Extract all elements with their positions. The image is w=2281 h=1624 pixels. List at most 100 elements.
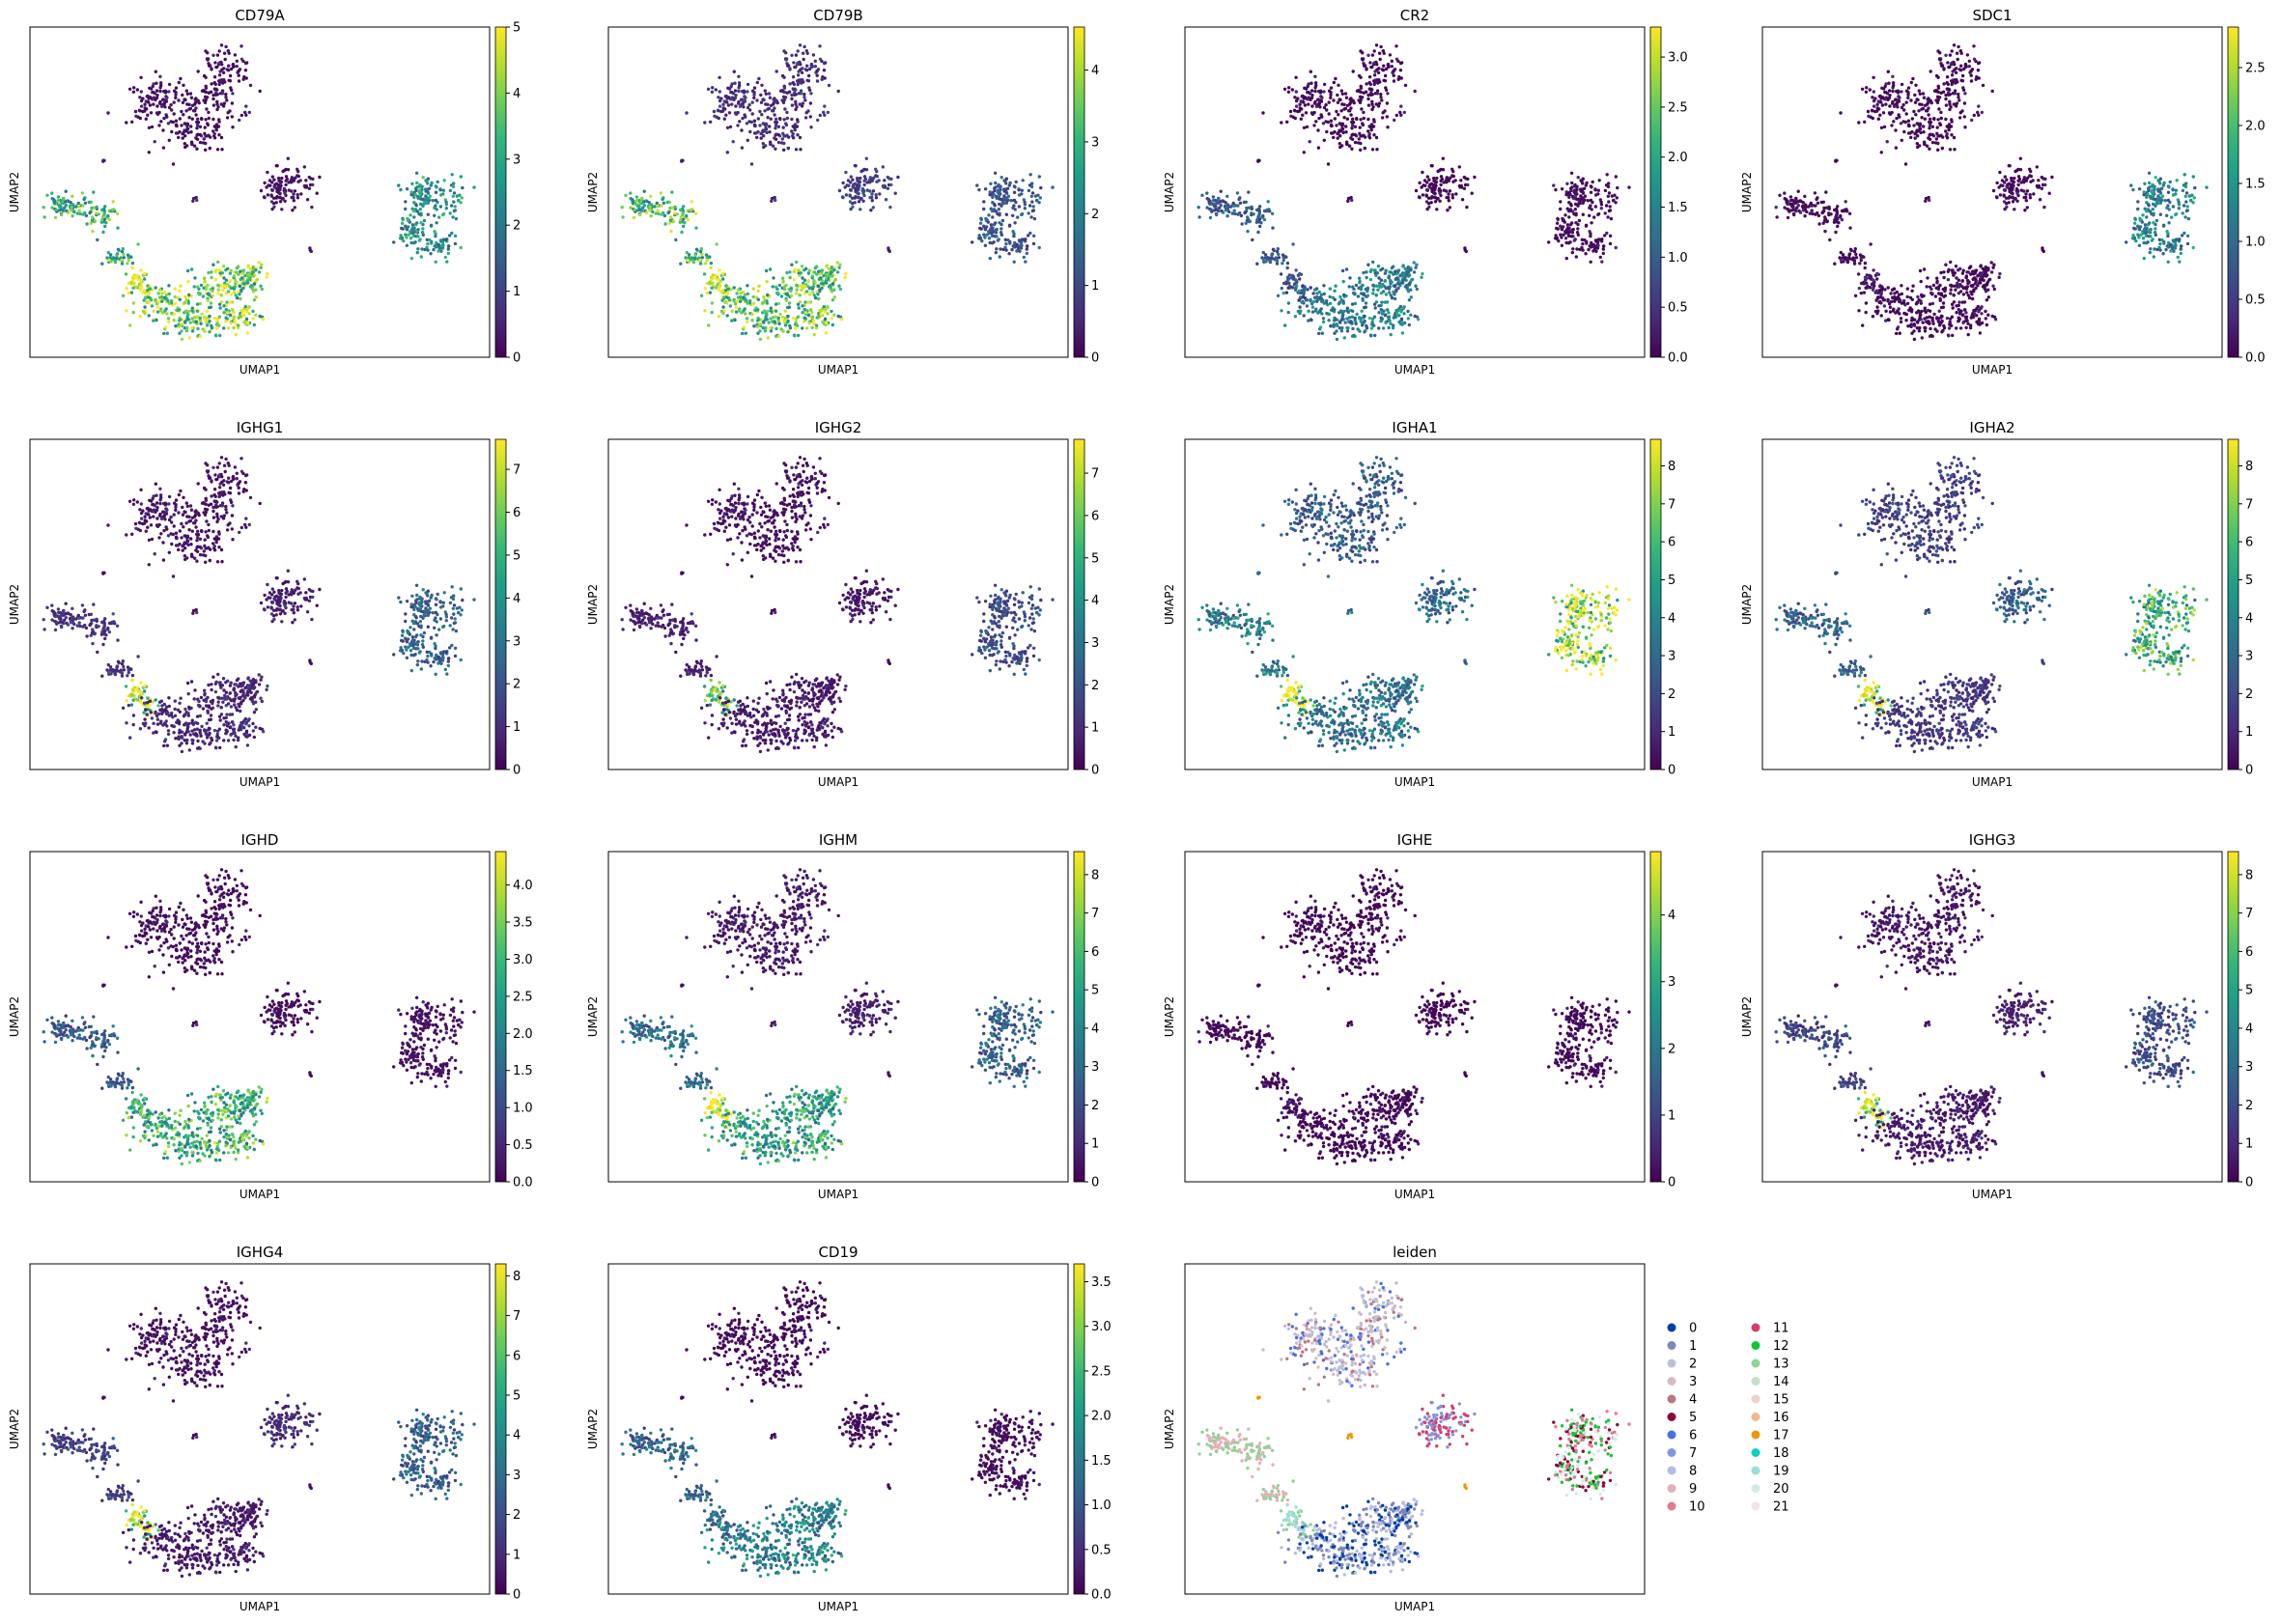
cell-point bbox=[1373, 49, 1376, 52]
cell-point bbox=[81, 191, 84, 194]
cell-point bbox=[196, 133, 199, 136]
cell-point bbox=[1949, 93, 1952, 96]
cell-point bbox=[1413, 261, 1416, 264]
cell-point bbox=[1803, 206, 1806, 209]
cell-point bbox=[1839, 214, 1842, 217]
cell-point bbox=[803, 300, 806, 303]
cell-point bbox=[1379, 320, 1382, 322]
cell-point bbox=[766, 294, 769, 296]
cell-point bbox=[1982, 84, 1985, 87]
cell-point bbox=[1339, 309, 1342, 312]
cell-point bbox=[184, 309, 187, 312]
cell-point bbox=[849, 181, 852, 183]
cell-point bbox=[1585, 224, 1588, 227]
cell-point bbox=[167, 284, 170, 287]
cell-point bbox=[150, 298, 153, 301]
cell-point bbox=[1255, 263, 1258, 266]
cell-point bbox=[746, 83, 749, 86]
cell-point bbox=[217, 62, 220, 65]
cell-point bbox=[410, 257, 413, 260]
cell-point bbox=[792, 75, 795, 78]
cell-point bbox=[1362, 299, 1365, 302]
cell-point bbox=[762, 134, 765, 137]
cell-point bbox=[717, 96, 719, 98]
cell-point bbox=[311, 183, 314, 186]
cell-point bbox=[1381, 311, 1384, 314]
cell-point bbox=[178, 290, 181, 293]
cell-point bbox=[218, 268, 221, 271]
cell-point bbox=[1271, 212, 1274, 215]
cell-point bbox=[1330, 120, 1333, 123]
cell-point bbox=[1594, 193, 1597, 196]
cell-point bbox=[177, 136, 180, 139]
cell-point bbox=[1403, 278, 1406, 281]
cell-point bbox=[238, 119, 240, 122]
cell-point bbox=[1320, 294, 1323, 296]
cell-point bbox=[2002, 193, 2005, 196]
cell-point bbox=[1300, 118, 1303, 121]
cell-point bbox=[1329, 97, 1332, 99]
cell-point bbox=[1961, 86, 1964, 89]
cell-point bbox=[1375, 285, 1378, 288]
cell-point bbox=[849, 188, 852, 191]
cell-point bbox=[187, 294, 190, 296]
cell-point bbox=[1561, 244, 1563, 247]
cell-point bbox=[151, 304, 154, 307]
cell-point bbox=[765, 131, 768, 134]
cell-point bbox=[875, 193, 878, 196]
cell-point bbox=[1205, 191, 1208, 194]
cell-point bbox=[1309, 70, 1312, 73]
cell-point bbox=[244, 310, 247, 313]
cell-point bbox=[1599, 256, 1602, 259]
cell-point bbox=[982, 233, 985, 236]
cell-point bbox=[1348, 276, 1351, 279]
cell-point bbox=[255, 278, 258, 281]
cell-point bbox=[161, 98, 164, 101]
cell-point bbox=[861, 200, 864, 203]
cell-point bbox=[1909, 136, 1912, 139]
cell-point bbox=[1366, 264, 1369, 266]
cell-point bbox=[436, 249, 439, 252]
cell-point bbox=[177, 98, 180, 101]
cell-point bbox=[1837, 221, 1840, 224]
cell-point bbox=[1394, 289, 1397, 292]
cell-point bbox=[1406, 270, 1409, 273]
cell-point bbox=[1320, 307, 1323, 310]
cell-point bbox=[1309, 286, 1312, 289]
cell-point bbox=[989, 257, 992, 260]
cell-point bbox=[1962, 68, 1965, 70]
cell-point bbox=[1368, 132, 1371, 135]
cell-point bbox=[411, 226, 414, 229]
cell-point bbox=[402, 218, 405, 221]
cell-point bbox=[1375, 148, 1378, 151]
cell-point bbox=[1414, 285, 1417, 288]
cell-point bbox=[1951, 73, 1954, 76]
cell-point bbox=[454, 242, 457, 245]
cell-point bbox=[148, 126, 151, 129]
cell-point bbox=[452, 200, 455, 203]
cell-point bbox=[1366, 98, 1369, 100]
colorbar-tick-label: 0.5 bbox=[1668, 301, 1688, 316]
cell-point bbox=[1341, 93, 1344, 96]
cell-point bbox=[1340, 329, 1343, 332]
cell-point bbox=[181, 338, 183, 341]
cell-point bbox=[1400, 318, 1403, 321]
cell-point bbox=[1809, 211, 1812, 214]
cell-point bbox=[746, 317, 748, 320]
cell-point bbox=[745, 332, 747, 335]
cell-point bbox=[875, 196, 878, 199]
cell-point bbox=[235, 281, 238, 284]
cell-point bbox=[1249, 219, 1252, 222]
cell-point bbox=[151, 126, 154, 128]
cell-point bbox=[793, 66, 796, 69]
cell-point bbox=[816, 293, 819, 295]
cell-point bbox=[726, 314, 729, 317]
colorbar-tick-label: 3 bbox=[1091, 135, 1099, 150]
cell-point bbox=[225, 98, 228, 101]
cell-point bbox=[753, 120, 756, 123]
cell-point bbox=[1261, 111, 1264, 114]
cell-point bbox=[1240, 222, 1243, 225]
cell-point bbox=[162, 146, 165, 149]
cell-point bbox=[449, 211, 452, 214]
cell-point bbox=[1300, 107, 1303, 110]
